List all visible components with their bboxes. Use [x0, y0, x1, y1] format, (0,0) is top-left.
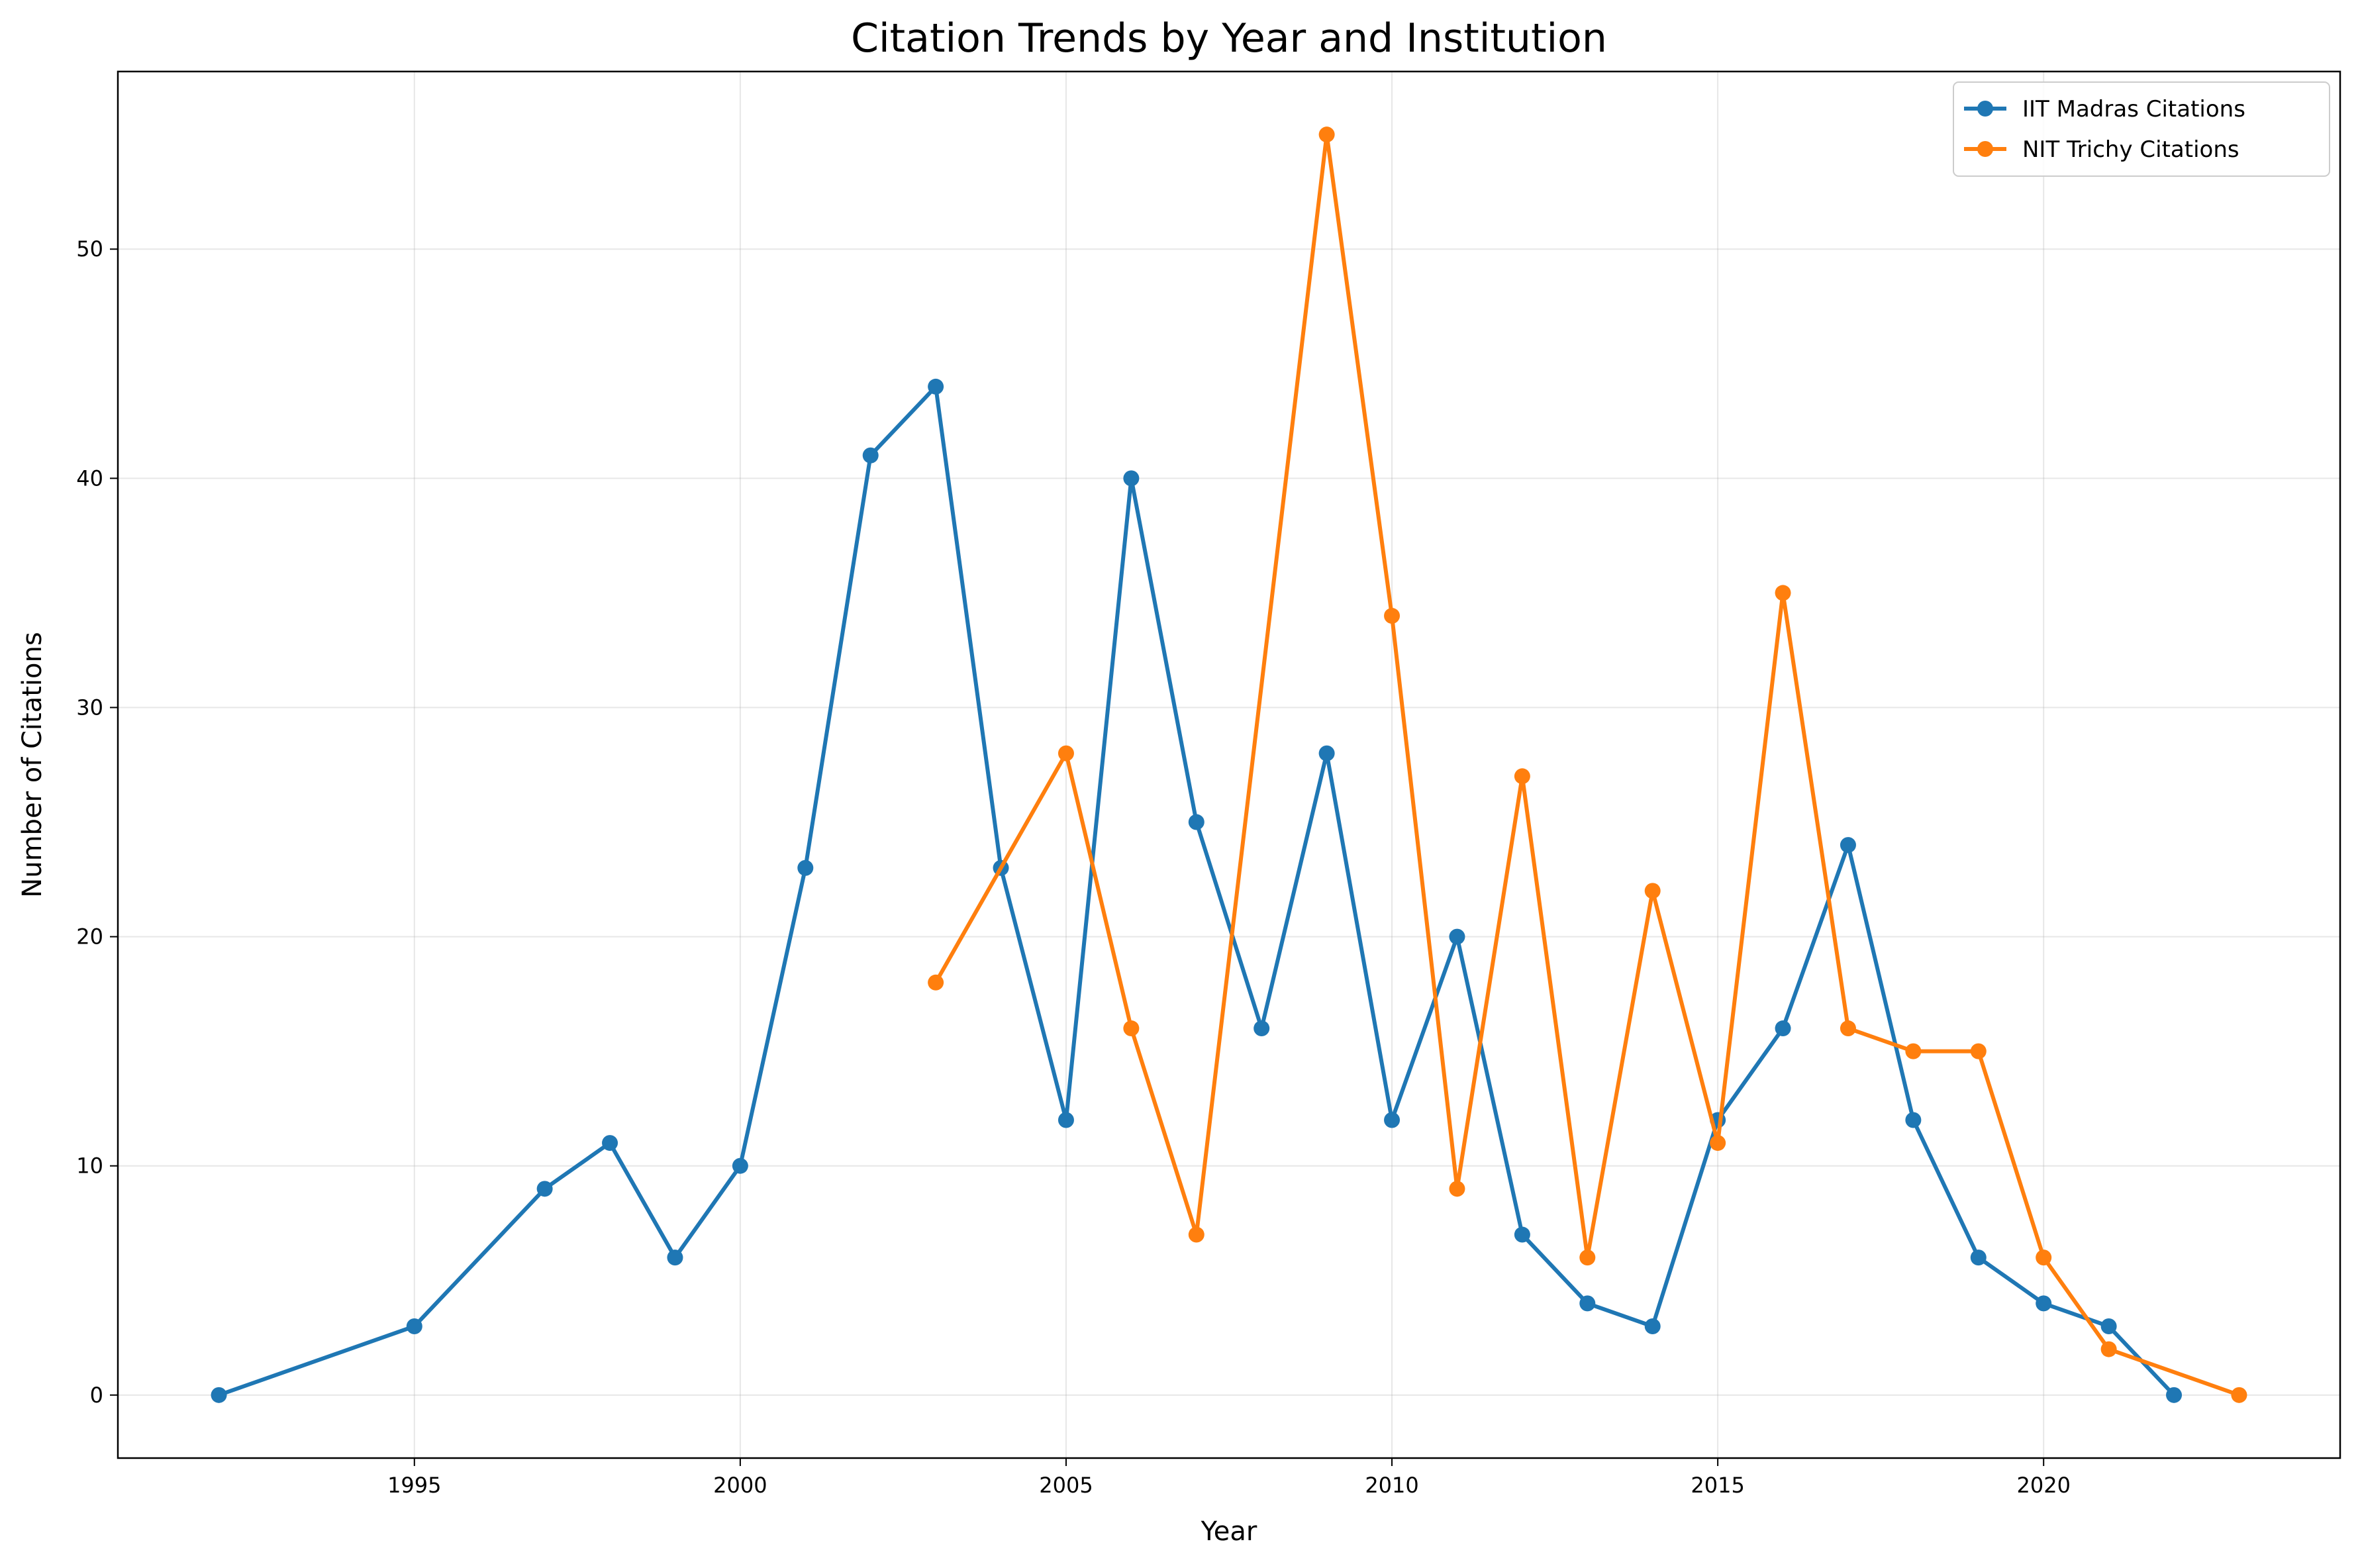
data-point: [602, 1135, 618, 1152]
series-2: [928, 126, 2247, 1403]
data-point: [2036, 1250, 2052, 1266]
legend-box: [1953, 81, 2330, 177]
data-point: [1970, 1043, 1987, 1059]
data-point: [1579, 1250, 1596, 1266]
data-point: [797, 859, 814, 876]
legend-marker-iit-madras: [1977, 101, 1993, 117]
data-point: [1384, 1112, 1401, 1128]
data-point: [1188, 814, 1205, 830]
x-tick-label: 2020: [2016, 1473, 2070, 1498]
data-point: [1449, 1181, 1465, 1197]
y-tick-label: 50: [76, 236, 103, 262]
y-tick-label: 0: [90, 1383, 103, 1408]
data-point: [1840, 1020, 1856, 1037]
x-tick-label: 2000: [713, 1473, 767, 1498]
data-point: [732, 1157, 748, 1174]
grid: [118, 72, 2340, 1458]
data-point: [1514, 1226, 1530, 1243]
data-point: [1905, 1043, 1922, 1059]
y-tick-label: 10: [76, 1153, 103, 1179]
data-point: [1057, 1112, 1074, 1128]
plot-area-frame: [117, 70, 2341, 1459]
data-point: [1970, 1250, 1987, 1266]
chart-title: Citation Trends by Year and Institution: [851, 15, 1607, 62]
data-point: [1318, 126, 1335, 143]
data-point: [1123, 1020, 1140, 1037]
data-point: [1644, 1318, 1661, 1334]
series-line: [934, 132, 2241, 1397]
data-point: [1188, 1226, 1205, 1243]
data-point: [928, 974, 944, 991]
x-axis-label: Year: [1201, 1516, 1257, 1547]
x-tick-label: 2010: [1365, 1473, 1418, 1498]
data-point: [1514, 768, 1530, 785]
data-point: [1384, 608, 1401, 624]
data-point: [1905, 1112, 1922, 1128]
data-point: [536, 1181, 553, 1197]
x-tick-label: 2015: [1691, 1473, 1744, 1498]
legend: IIT Madras Citations NIT Trichy Citation…: [1953, 81, 2330, 177]
series-line: [217, 384, 2176, 1397]
data-point: [1057, 745, 1074, 761]
legend-label-iit-madras: IIT Madras Citations: [2022, 96, 2245, 122]
data-point: [1579, 1295, 1596, 1312]
data-point: [1710, 1135, 1726, 1152]
data-point: [1449, 928, 1465, 945]
data-point: [1123, 470, 1140, 487]
data-point: [1644, 883, 1661, 899]
x-tick-label: 2005: [1039, 1473, 1093, 1498]
data-point: [2100, 1318, 2117, 1334]
y-axis-ticks: 0 10 20 30 40 50: [76, 236, 118, 1408]
data-point: [1254, 1020, 1270, 1037]
data-point: [1318, 745, 1335, 761]
data-point: [2231, 1387, 2247, 1403]
data-point: [862, 447, 879, 464]
y-tick-label: 20: [76, 924, 103, 950]
data-point: [2166, 1387, 2183, 1403]
data-point: [2036, 1295, 2052, 1312]
series-lines: [211, 126, 2247, 1403]
data-point: [406, 1318, 422, 1334]
y-tick-label: 30: [76, 695, 103, 720]
data-point: [1775, 585, 1791, 601]
x-axis-ticks: 1995 2000 2005 2010 2015 2020: [387, 1458, 2071, 1498]
data-point: [928, 378, 944, 395]
legend-marker-nit-trichy: [1977, 141, 1993, 157]
y-tick-label: 40: [76, 466, 103, 491]
series-1: [211, 378, 2183, 1403]
data-point: [211, 1387, 227, 1403]
data-point: [1775, 1020, 1791, 1037]
y-axis-label: Number of Citations: [17, 632, 48, 897]
legend-label-nit-trichy: NIT Trichy Citations: [2022, 136, 2239, 163]
data-point: [2100, 1341, 2117, 1357]
data-point: [667, 1250, 683, 1266]
x-tick-label: 1995: [387, 1473, 441, 1498]
data-point: [1840, 837, 1856, 854]
